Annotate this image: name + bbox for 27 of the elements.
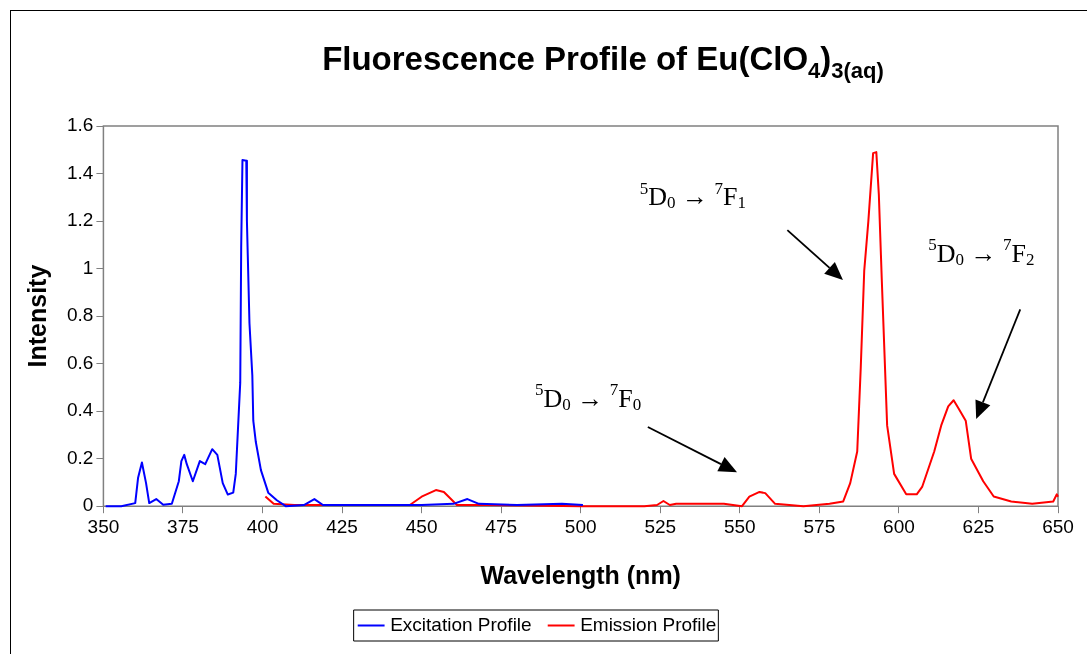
x-axis-title: Wavelength (nm) <box>480 560 681 589</box>
y-tick-label: 0.8 <box>66 304 94 326</box>
x-tick-label: 550 <box>723 515 756 537</box>
x-tick-label: 400 <box>246 515 279 537</box>
legend-label: Excitation Profile <box>390 613 532 635</box>
y-tick-label: 1.6 <box>66 114 94 136</box>
y-tick-label: 0.6 <box>66 351 94 373</box>
x-tick-label: 425 <box>326 515 358 537</box>
chart-title: Fluorescence Profile of Eu(ClO$_{4}$)$_{3(aq)}$ <box>321 40 885 84</box>
x-tick-label: 650 <box>1042 515 1074 537</box>
x-tick-label: 450 <box>405 515 438 537</box>
y-tick-label: 0.4 <box>66 399 94 421</box>
y-axis-title: Intensity <box>22 264 51 368</box>
x-tick-label: 350 <box>87 515 120 537</box>
x-tick-label: 625 <box>962 515 995 537</box>
x-tick-label: 575 <box>803 515 836 537</box>
x-tick-label: 475 <box>485 515 518 537</box>
y-tick-label: 0 <box>82 494 94 516</box>
x-tick-label: 375 <box>167 515 199 537</box>
x-tick-label: 600 <box>883 515 915 537</box>
y-tick-label: 1.2 <box>66 209 94 231</box>
y-tick-label: 1 <box>82 256 94 278</box>
x-tick-label: 500 <box>564 515 597 537</box>
y-tick-label: 1.4 <box>66 161 94 183</box>
legend-label: Emission Profile <box>580 613 717 635</box>
y-tick-label: 0.2 <box>66 446 94 468</box>
x-tick-label: 525 <box>644 515 677 537</box>
